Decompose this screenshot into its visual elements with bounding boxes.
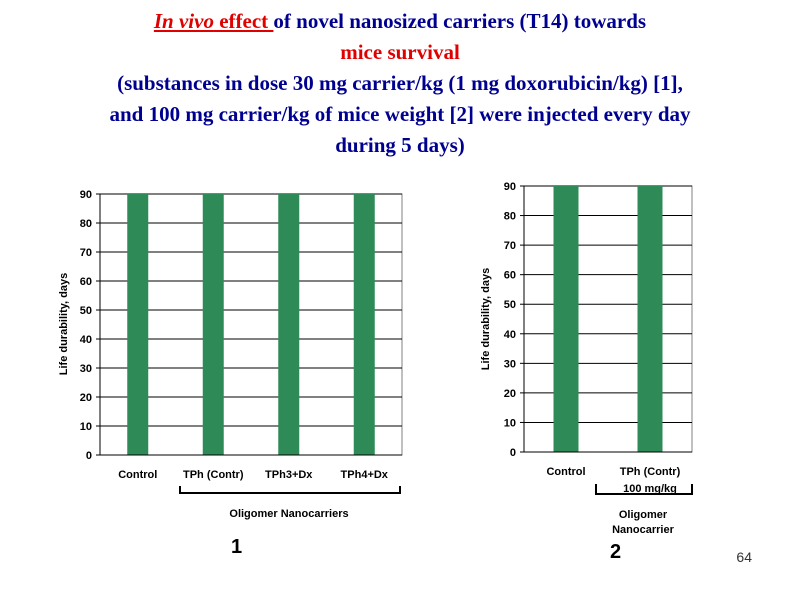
title-line-2: mice survival bbox=[340, 40, 460, 64]
y-tick-label: 70 bbox=[80, 247, 92, 259]
y-tick-label: 60 bbox=[80, 276, 92, 288]
group-label-1: Oligomer Nanocarriers bbox=[229, 508, 348, 520]
y-axis-label-2: Life durability, days bbox=[480, 268, 492, 371]
y-tick-label: 10 bbox=[80, 421, 92, 433]
x-tick-label: TPh (Contr) bbox=[620, 466, 681, 478]
dose-label-2: 100 mg/kg bbox=[623, 483, 677, 495]
group-bracket-1 bbox=[179, 486, 401, 494]
group-label-2-line-2: Nanocarrier bbox=[612, 524, 674, 536]
bar-control bbox=[127, 194, 149, 455]
bar-tph4-dx bbox=[353, 194, 375, 455]
y-tick-label: 80 bbox=[80, 218, 92, 230]
y-tick-label: 40 bbox=[504, 329, 516, 341]
y-tick-label: 70 bbox=[504, 240, 516, 252]
y-tick-label: 20 bbox=[80, 392, 92, 404]
y-tick-label: 40 bbox=[80, 334, 92, 346]
plot-area-1 bbox=[99, 193, 403, 456]
dose-bracket-2 bbox=[595, 484, 693, 495]
group-label-2-line-1: Oligomer bbox=[619, 509, 668, 521]
y-tick-label: 90 bbox=[80, 189, 92, 201]
y-tick-label: 20 bbox=[504, 388, 516, 400]
title-line-5: during 5 days) bbox=[335, 133, 465, 157]
panel-label-1: 1 bbox=[231, 536, 243, 558]
title-line-3: (substances in dose 30 mg carrier/kg (1 … bbox=[117, 71, 683, 95]
title-invivo: In vivo bbox=[153, 9, 214, 33]
y-tick-label: 30 bbox=[80, 363, 92, 375]
y-tick-label: 90 bbox=[504, 181, 516, 193]
title-line-1: In vivo effect of novel nanosized carrie… bbox=[0, 6, 800, 37]
x-tick-label: TPh3+Dx bbox=[265, 469, 313, 481]
y-tick-label: 10 bbox=[504, 417, 516, 429]
x-tick-label: Control bbox=[118, 469, 157, 481]
y-tick-label: 30 bbox=[504, 358, 516, 370]
panel-label-2: 2 bbox=[610, 541, 622, 563]
y-tick-label: 50 bbox=[80, 305, 92, 317]
title-line-1-rest: of novel nanosized carriers (T14) toward… bbox=[273, 9, 647, 33]
bar-tph3-dx bbox=[278, 194, 300, 455]
bar-tph-contr bbox=[202, 194, 224, 455]
bar-control bbox=[553, 186, 579, 452]
title-line-4: and 100 mg carrier/kg of mice weight [2]… bbox=[109, 102, 691, 126]
plot-area-2 bbox=[523, 185, 693, 453]
x-tick-label: TPh (Contr) bbox=[183, 469, 244, 481]
y-tick-label: 0 bbox=[86, 450, 92, 462]
title-effect: effect bbox=[213, 9, 274, 33]
y-tick-label: 60 bbox=[504, 270, 516, 282]
y-tick-label: 0 bbox=[510, 447, 516, 459]
y-tick-label: 50 bbox=[504, 299, 516, 311]
x-tick-label: TPh4+Dx bbox=[341, 469, 389, 481]
bar-tph-contr bbox=[637, 186, 663, 452]
slide-number: 64 bbox=[736, 549, 752, 565]
y-axis-label-1: Life durability, days bbox=[58, 273, 70, 376]
x-tick-label: Control bbox=[546, 466, 585, 478]
slide-title: In vivo effect of novel nanosized carrie… bbox=[0, 6, 800, 161]
y-tick-label: 80 bbox=[504, 211, 516, 223]
